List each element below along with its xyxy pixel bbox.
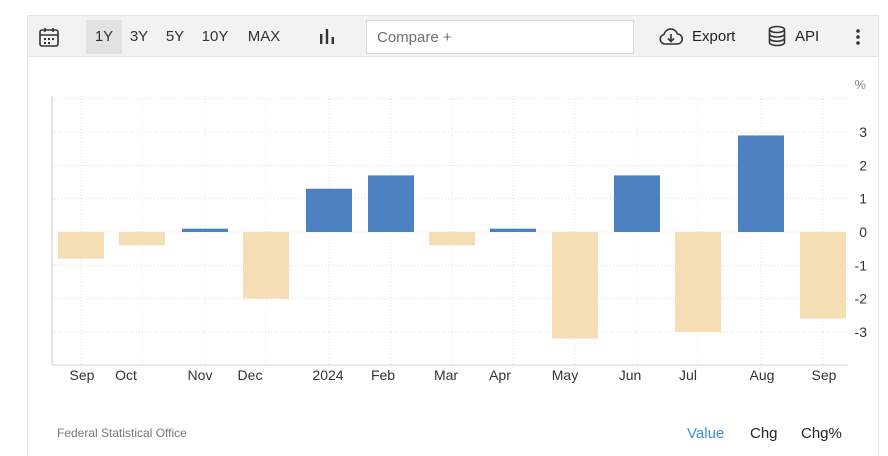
- tab-value[interactable]: Value: [687, 425, 725, 442]
- cloud-download-icon[interactable]: [658, 26, 684, 54]
- chart-toolbar: 1Y 3Y 5Y 10Y MAX Export API: [27, 15, 879, 57]
- tab-chg[interactable]: Chg: [750, 425, 778, 442]
- range-10y-button[interactable]: 10Y: [201, 28, 229, 45]
- compare-input[interactable]: [366, 20, 634, 54]
- tab-chg-percent[interactable]: Chg%: [801, 425, 842, 442]
- api-button[interactable]: API: [795, 28, 820, 45]
- calendar-icon[interactable]: [38, 26, 60, 54]
- range-5y-button[interactable]: 5Y: [165, 28, 185, 45]
- bar-chart-icon[interactable]: [318, 27, 336, 51]
- export-button[interactable]: Export: [692, 28, 736, 45]
- source-label: Federal Statistical Office: [57, 426, 187, 440]
- range-max-button[interactable]: MAX: [247, 28, 281, 45]
- range-1y-button[interactable]: 1Y: [86, 20, 122, 54]
- chart-frame: [27, 57, 879, 456]
- range-3y-button[interactable]: 3Y: [129, 28, 149, 45]
- database-icon[interactable]: [767, 25, 787, 53]
- more-vertical-icon[interactable]: [854, 28, 862, 52]
